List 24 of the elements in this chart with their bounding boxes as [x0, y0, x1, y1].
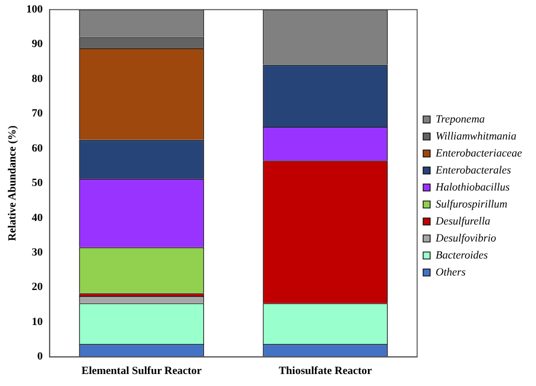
y-tick-label: 40 — [32, 212, 44, 224]
y-tick-label: 90 — [32, 38, 44, 50]
legend-label: Desulfovibrio — [434, 232, 497, 244]
legend-label: Sulfurospirillum — [436, 198, 508, 210]
y-tick-label: 10 — [32, 316, 44, 328]
y-tick-label: 50 — [32, 177, 44, 190]
y-tick-label: 100 — [26, 3, 44, 16]
legend-label: Bacteroides — [436, 249, 488, 262]
legend-label: Enterobacterales — [434, 164, 512, 176]
y-tick-label: 0 — [37, 350, 44, 363]
y-tick-label: 60 — [32, 142, 44, 154]
legend-label: Halothiobacillus — [434, 181, 510, 194]
x-tick-label: Elemental Sulfur Reactor — [81, 365, 202, 378]
legend-label: Treponema — [436, 113, 486, 126]
x-tick-label: Thiosulfate Reactor — [278, 365, 372, 378]
legend-label: Williamwhitmania — [436, 130, 517, 142]
legend-label: Desulfurella — [434, 215, 491, 228]
y-tick-label: 20 — [32, 281, 44, 294]
y-tick-label: 80 — [32, 72, 44, 85]
y-axis-title: Relative Abundance (%) — [6, 125, 18, 241]
y-tick-label: 70 — [32, 108, 44, 120]
legend-label: Others — [436, 266, 466, 278]
legend-label: Enterobacteriaceae — [434, 147, 522, 160]
y-tick-label: 30 — [32, 246, 44, 258]
